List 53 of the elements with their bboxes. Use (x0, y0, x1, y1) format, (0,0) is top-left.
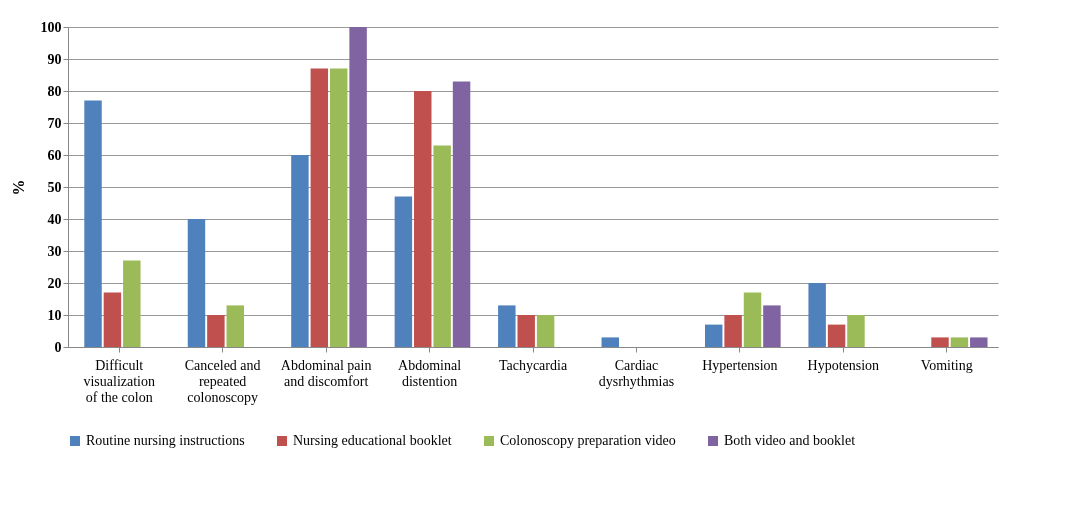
bar (310, 68, 329, 347)
bar (187, 219, 206, 347)
bar (536, 315, 555, 347)
bar (207, 315, 225, 347)
y-tick-label: 0 (54, 339, 62, 355)
bar (84, 100, 102, 347)
x-tick-label: Hypertension (702, 357, 778, 373)
x-tick-label: Canceled and repeated colonoscopy (184, 357, 261, 405)
bar (950, 337, 969, 347)
legend-label: Routine nursing instructions (86, 433, 245, 448)
legend-label: Colonoscopy preparation video (500, 433, 676, 448)
bar (743, 292, 762, 347)
bar (498, 305, 516, 347)
x-tick-label: Abdominal pain and discomfort (280, 357, 372, 389)
bar (291, 155, 309, 347)
y-tick-label: 50 (47, 179, 62, 195)
x-tick-label: Difficult visualization of the colon (83, 357, 155, 405)
bar (931, 337, 949, 347)
bar (452, 81, 471, 347)
y-tick-label: 100 (40, 19, 62, 35)
bar (433, 145, 451, 347)
legend-label: Both video and booklet (724, 433, 856, 448)
y-tick-label: 30 (47, 243, 62, 259)
bar (414, 91, 432, 347)
bar (349, 27, 367, 347)
y-tick-label: 10 (47, 307, 62, 323)
x-tick-label: Tachycardia (498, 357, 568, 373)
x-tick-label: Vomiting (920, 357, 973, 373)
bar (123, 260, 141, 347)
bar (763, 305, 781, 347)
bar (827, 324, 846, 347)
legend-label: Nursing educational booklet (293, 433, 452, 448)
bar (394, 196, 413, 347)
bar (601, 337, 619, 347)
bar (517, 315, 535, 347)
y-tick-label: 70 (47, 115, 62, 131)
bar (970, 337, 988, 347)
bar (847, 315, 865, 347)
bar (724, 315, 742, 347)
y-tick-label: 90 (47, 51, 62, 67)
bar (808, 283, 826, 347)
bar (226, 305, 244, 347)
x-tick-label: Cardiac dysrhythmias (598, 357, 675, 389)
bar (329, 68, 348, 347)
y-tick-label: 60 (47, 147, 62, 163)
x-tick-label: Hypotension (807, 357, 880, 373)
y-axis-title: % (9, 179, 27, 196)
x-tick-label: Abdominal distention (398, 357, 462, 389)
y-tick-label: 20 (47, 275, 62, 291)
y-tick-label: 80 (47, 83, 62, 99)
y-tick-label: 40 (47, 211, 62, 227)
bar (103, 292, 122, 347)
bar (704, 324, 723, 347)
